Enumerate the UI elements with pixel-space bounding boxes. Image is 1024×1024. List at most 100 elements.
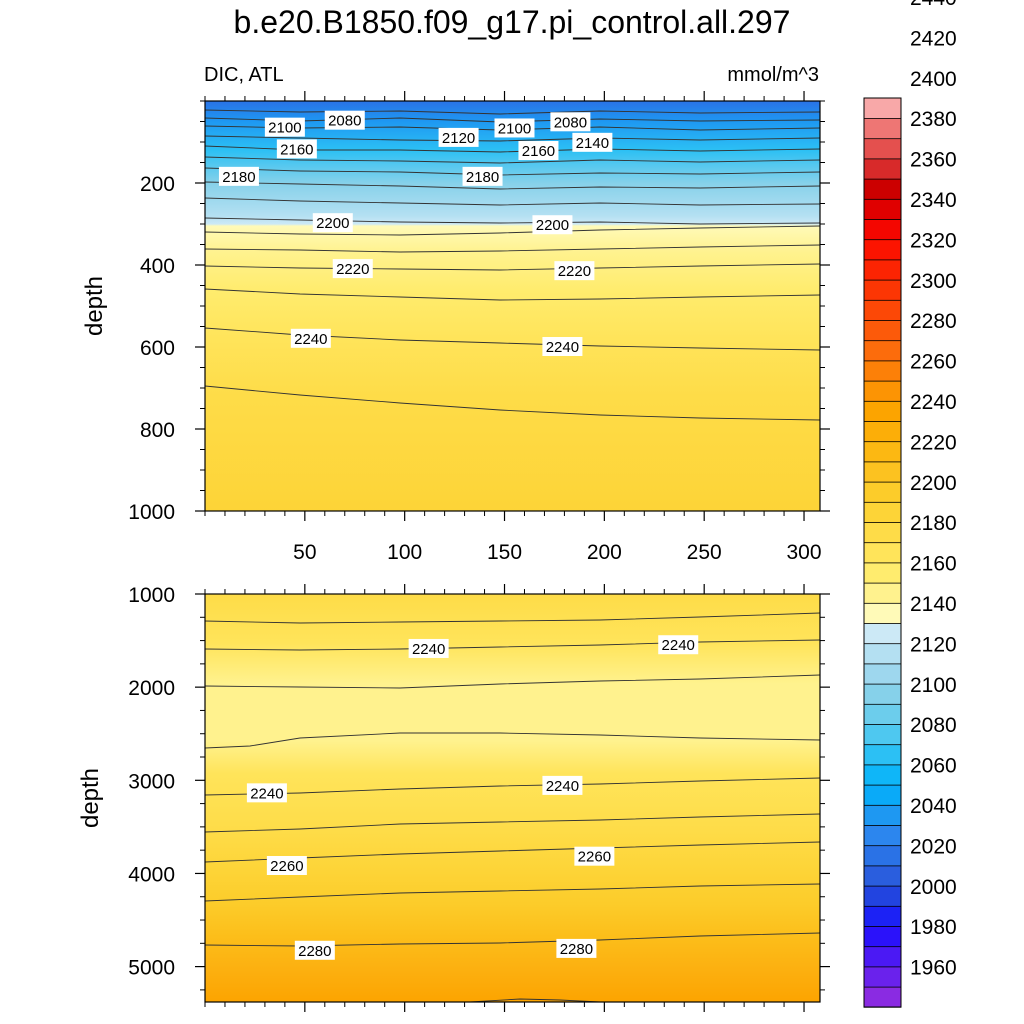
colorbar-label: 2180 <box>910 512 957 535</box>
colorbar-swatch <box>863 905 902 927</box>
contour-label-box <box>408 638 449 658</box>
y-tick-label: 3000 <box>128 770 175 793</box>
contour-line <box>204 288 821 301</box>
contour-label-box <box>294 940 335 960</box>
contour-label-text: 2200 <box>316 215 349 232</box>
contour-label-text: 2120 <box>442 130 475 147</box>
contour-label-box <box>462 166 503 186</box>
contour-label-box <box>542 337 583 356</box>
contour-line <box>204 612 821 624</box>
y-tick-label: 1000 <box>128 501 175 524</box>
contour-label-box <box>332 259 373 279</box>
colorbar-swatch <box>863 420 902 443</box>
colorbar-label: 2100 <box>910 674 957 697</box>
upper-axis-ticks: 200 400 600 800 1000 50 100 150 200 250 300 <box>128 91 830 564</box>
contour-label-box <box>658 635 699 655</box>
contour-label-text: 2180 <box>466 169 499 186</box>
colorbar-swatch <box>863 582 902 604</box>
x-tick-label: 250 <box>687 541 722 564</box>
colorbar-swatch <box>863 178 902 200</box>
colorbar-swatch <box>863 885 902 907</box>
contour-line <box>204 777 821 796</box>
upper-contour-labels: 2080 2080 2100 2100 2120 2140 2160 2160 2180 2180… <box>218 110 613 356</box>
contour-label: 2200 <box>312 213 353 233</box>
colorbar-swatch <box>863 622 902 645</box>
contour-label-text: 2200 <box>536 217 569 234</box>
x-tick-label: 150 <box>487 541 522 564</box>
contour-label-text: 2160 <box>522 143 555 160</box>
colorbar-label: 2400 <box>910 68 957 91</box>
colorbar-swatch <box>863 824 902 847</box>
contour-label-box <box>438 127 479 147</box>
x-tick-label: 300 <box>787 541 822 564</box>
contour-label-text: 2160 <box>280 141 313 158</box>
contour-label-box <box>312 213 353 233</box>
contour-label-box <box>542 775 583 795</box>
colorbar-swatch <box>863 198 902 220</box>
x-tick-label: 100 <box>387 541 422 564</box>
contour-label-box <box>550 112 591 132</box>
contour-label-box <box>532 215 573 235</box>
x-tick-label: 200 <box>587 541 622 564</box>
contour-label-text: 2100 <box>268 120 301 137</box>
y-tick-label: 200 <box>140 173 175 196</box>
contour-line <box>204 639 821 651</box>
contour-label: 2240 <box>290 328 331 348</box>
colorbar-label: 2160 <box>910 553 957 576</box>
colorbar-label: 2340 <box>910 189 957 212</box>
contour-label: 2100 <box>494 118 535 138</box>
contour-line <box>204 217 821 225</box>
colorbar-swatch <box>863 925 902 948</box>
contour-label: 2080 <box>324 110 365 130</box>
contour-label-text: 2280 <box>560 941 593 958</box>
colorbar-swatch <box>863 279 902 301</box>
contour-label-box <box>276 139 317 159</box>
colorbar-swatch <box>863 360 902 382</box>
colorbar-label: 1980 <box>910 916 957 939</box>
contour-label-box <box>246 783 287 803</box>
colorbar-label: 2360 <box>910 149 957 172</box>
contour-line <box>204 263 821 271</box>
contour-line <box>204 883 821 902</box>
colorbar-swatch <box>863 461 902 483</box>
colorbar-swatch <box>863 521 902 544</box>
colorbar-swatch <box>863 238 902 261</box>
contour-label: 2240 <box>658 635 699 655</box>
colorbar-swatch <box>863 683 902 705</box>
upper-y-axis-title: depth <box>81 276 108 336</box>
colorbar-swatch <box>863 723 902 746</box>
colorbar-swatch <box>863 966 902 988</box>
contour-label-box <box>574 846 615 866</box>
contour-label: 2240 <box>542 337 583 356</box>
contour-label-text: 2180 <box>222 169 255 186</box>
colorbar-label: 2280 <box>910 310 957 333</box>
colorbar-swatch <box>863 97 902 119</box>
colorbar-label: 2300 <box>910 270 957 293</box>
colorbar-swatch <box>863 137 902 160</box>
contour-line <box>204 244 821 253</box>
contour-label: 2260 <box>266 856 307 875</box>
contour-label-text: 2140 <box>576 135 609 152</box>
contour-label-box <box>218 166 259 186</box>
lower-axis-ticks: 1000 2000 3000 4000 5000 <box>128 584 830 1012</box>
contour-line <box>204 197 821 206</box>
colorbar-frame <box>863 97 902 1008</box>
colorbar-swatch <box>863 986 902 1008</box>
contour-label: 2180 <box>218 166 259 186</box>
variable-subtitle: DIC, ATL <box>204 64 284 86</box>
contour-label-box <box>494 118 535 138</box>
contour-label: 2240 <box>542 775 583 795</box>
contour-label: 2180 <box>462 166 503 186</box>
y-tick-label: 5000 <box>128 957 175 980</box>
contour-label-text: 2280 <box>298 943 331 960</box>
contour-label-text: 2240 <box>412 641 445 658</box>
lower-plot-fill <box>205 594 820 1002</box>
contour-label-box <box>266 856 307 875</box>
lower-contour-labels: 2240 2240 2240 2240 2260 2260 2280 2280 <box>246 635 699 960</box>
contour-label: 2260 <box>574 846 615 866</box>
colorbar-swatch <box>863 158 902 180</box>
contour-label-text: 2240 <box>250 785 283 802</box>
contour-label-box <box>264 117 305 137</box>
lower-plot-frame <box>204 593 821 1003</box>
